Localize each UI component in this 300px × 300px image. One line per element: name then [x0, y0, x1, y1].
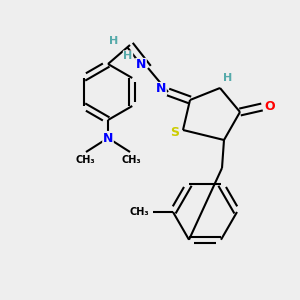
Text: N: N	[136, 58, 146, 71]
Text: H: H	[110, 36, 118, 46]
Text: N: N	[103, 131, 113, 145]
Text: H: H	[224, 73, 232, 83]
Text: S: S	[170, 125, 179, 139]
Text: CH₃: CH₃	[75, 155, 95, 165]
Text: CH₃: CH₃	[129, 207, 149, 217]
Text: H: H	[123, 51, 133, 61]
Text: N: N	[156, 82, 166, 95]
Text: O: O	[265, 100, 275, 113]
Text: CH₃: CH₃	[121, 155, 141, 165]
